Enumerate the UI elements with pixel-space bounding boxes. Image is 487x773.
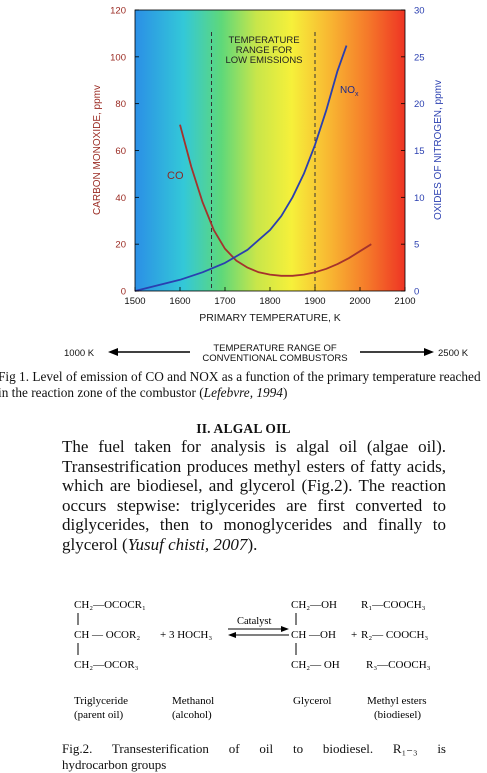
plot-background <box>135 10 405 291</box>
triglyceride-line-3: CH₂—OCOR₃ <box>74 659 139 671</box>
glycerol-line-1: CH₂—OH <box>291 599 337 611</box>
x-tick-label: 1600 <box>169 296 190 307</box>
x-tick-label: 2000 <box>349 296 370 307</box>
y-right-tick-label: 30 <box>414 6 425 17</box>
forward-arrow-head <box>281 626 289 632</box>
arrow-left-head <box>108 348 118 356</box>
y-right-tick-label: 0 <box>414 287 419 298</box>
label-methanol: Methanol <box>172 695 214 707</box>
x-tick-label: 2100 <box>394 296 415 307</box>
y-left-tick-label: 80 <box>115 99 126 110</box>
y-left-tick-label: 100 <box>110 52 126 63</box>
label-triglyceride: Triglyceride <box>74 695 128 707</box>
emission-chart: 1500 1600 1700 1800 1900 2000 2100020406080100… <box>64 6 469 365</box>
label-parent-oil: (parent oil) <box>74 709 124 721</box>
figure-2-caption: Fig.2. Transesterification of oil to bio… <box>62 741 446 756</box>
series-line-co <box>179 124 372 277</box>
plus-sign: + <box>351 629 357 641</box>
y-left-tick-label: 60 <box>115 146 126 157</box>
low-emission-band <box>211 32 316 291</box>
triglyceride-line-2: CH — OCOR₂ <box>74 629 140 641</box>
x-tick-label: 1700 <box>214 296 235 307</box>
figure-2-caption-cont: hydrocarbon groups <box>62 757 167 772</box>
ester-line-3: R₃—COOCH₃ <box>366 659 431 671</box>
arrow-center-label-2: CONVENTIONAL COMBUSTORS <box>202 353 347 364</box>
y-left-tick-label: 0 <box>121 287 126 298</box>
y-right-axis-title: OXIDES OF NITROGEN, ppmv <box>433 80 444 220</box>
body-paragraph: The fuel taken for analysis is algal oil… <box>62 437 446 554</box>
methanol-term: + 3 HOCH₃ <box>160 629 212 641</box>
co-curve-label: CO <box>167 170 184 182</box>
y-left-tick-label: 20 <box>115 240 126 251</box>
band-label-line3: LOW EMISSIONS <box>225 55 302 66</box>
series-group <box>134 45 372 292</box>
section-heading: II. ALGAL OIL <box>196 421 291 436</box>
label-alcohol: (alcohol) <box>172 709 212 721</box>
label-methyl-esters: Methyl esters <box>367 695 427 707</box>
arrow-right-head <box>424 348 434 356</box>
figure-1-caption: Fig 1. Level of emission of CO and NOX a… <box>0 369 481 400</box>
ester-line-1: R₁—COOCH₃ <box>361 599 426 611</box>
label-glycerol: Glycerol <box>293 695 331 707</box>
glycerol-line-3: CH₂— OH <box>291 659 340 671</box>
label-biodiesel: (biodiesel) <box>374 709 421 721</box>
y-left-tick-label: 40 <box>115 193 126 204</box>
band-label-line2: RANGE FOR <box>236 45 293 56</box>
arrow-left-label: 1000 K <box>64 348 95 359</box>
glycerol-line-2: CH —OH <box>291 629 336 641</box>
x-axis-title: PRIMARY TEMPERATURE, K <box>199 312 341 324</box>
y-left-tick-label: 120 <box>110 6 126 17</box>
triglyceride-line-1: CH₂—OCOCR₁ <box>74 599 146 611</box>
nox-curve-label: NOx <box>340 85 359 98</box>
paragraph-citation: Yusuf chisti, 2007 <box>127 534 248 554</box>
y-right-tick-label: 5 <box>414 240 419 251</box>
catalyst-label: Catalyst <box>237 616 271 627</box>
band-label-line1: TEMPERATURE <box>228 35 299 46</box>
y-right-tick-label: 25 <box>414 52 425 63</box>
ester-line-2: R₂— COOCH₃ <box>361 629 428 641</box>
arrow-center-label-1: TEMPERATURE RANGE OF <box>213 343 337 354</box>
y-right-tick-label: 20 <box>414 99 425 110</box>
x-tick-label: 1500 <box>124 296 145 307</box>
reverse-arrow-head <box>228 632 236 638</box>
series-line-nox <box>134 45 348 292</box>
y-left-axis-title: CARBON MONOXIDE, ppmv <box>92 85 103 215</box>
axis-ticks: 1500 1600 1700 1800 1900 2000 2100020406080100… <box>110 6 424 308</box>
transesterification-diagram: CH₂—OCOCR₁ CH — OCOR₂ CH₂—OCOR₃ + 3 HOCH… <box>74 599 431 721</box>
y-right-tick-label: 15 <box>414 146 425 157</box>
caption-citation: Lefebvre, 1994 <box>203 385 283 400</box>
arrow-right-label: 2500 K <box>438 348 469 359</box>
x-tick-label: 1900 <box>304 296 325 307</box>
x-tick-label: 1800 <box>259 296 280 307</box>
y-right-tick-label: 10 <box>414 193 425 204</box>
